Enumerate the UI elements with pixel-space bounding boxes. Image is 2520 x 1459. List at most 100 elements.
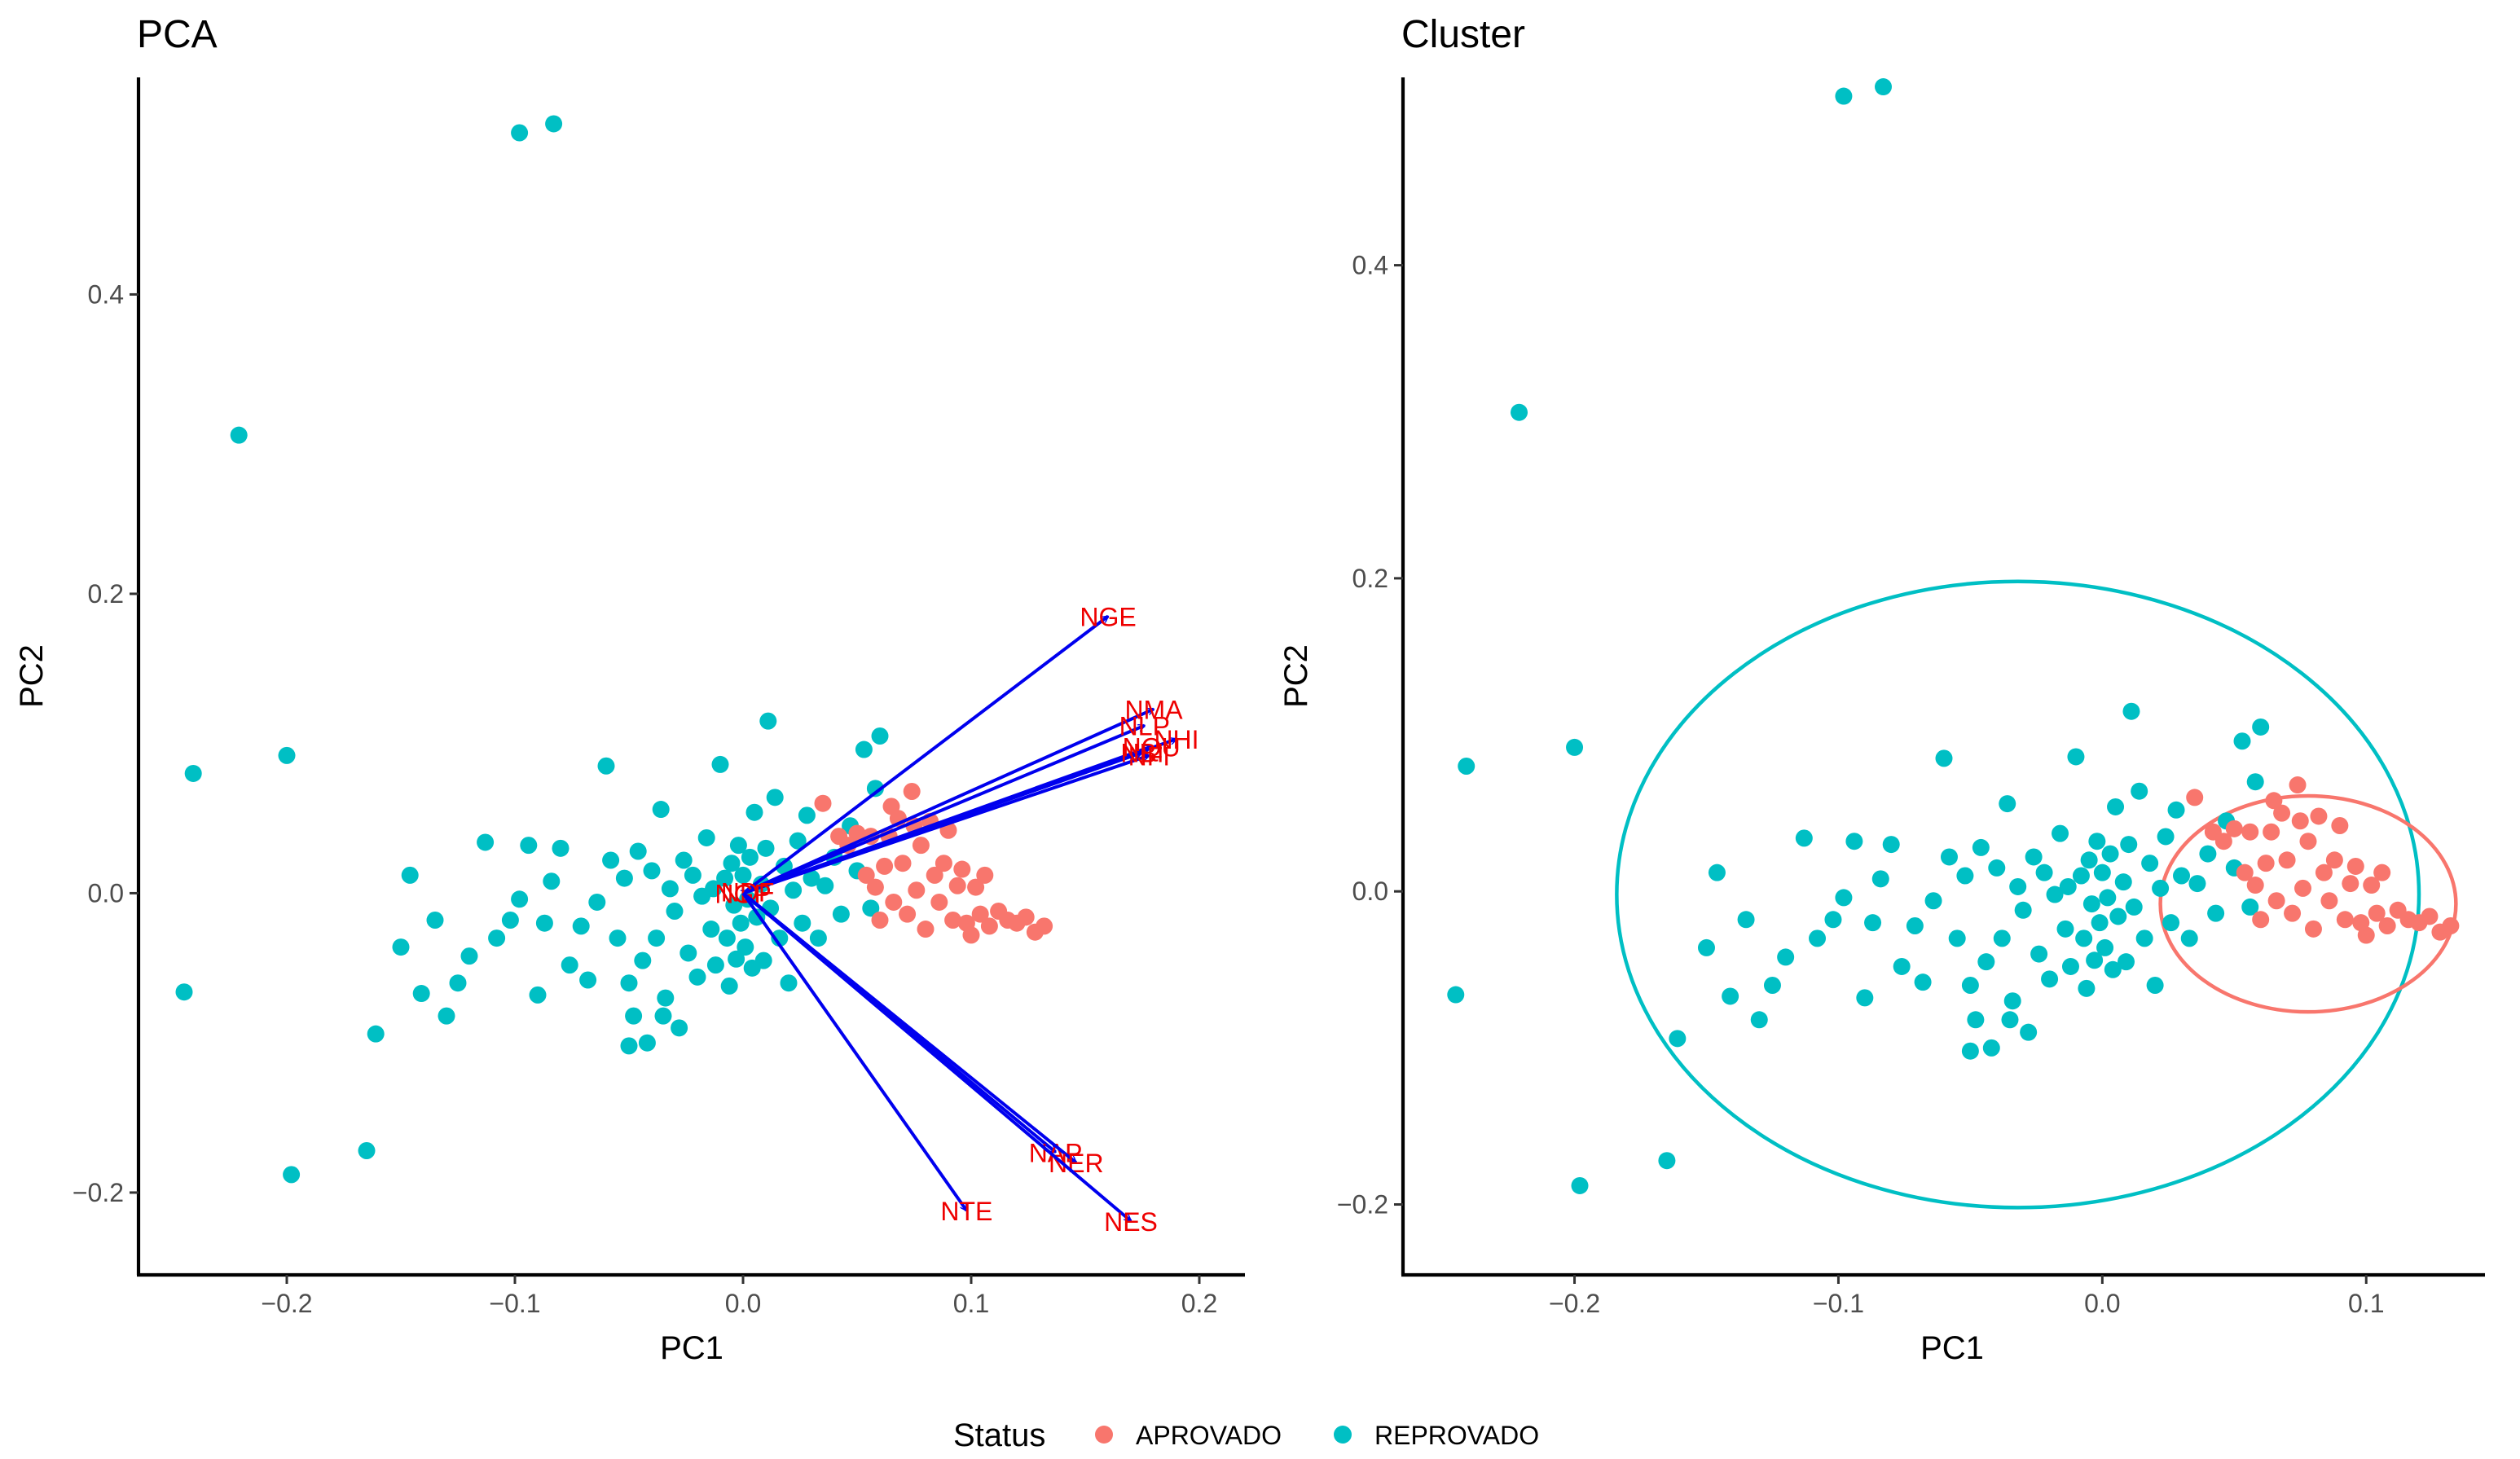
- point-reprovado: [771, 929, 789, 947]
- loading-label-nhi: NHI: [1154, 725, 1198, 754]
- point-reprovado: [543, 872, 561, 890]
- point-reprovado: [1999, 795, 2016, 813]
- point-reprovado: [2117, 953, 2135, 971]
- point-reprovado: [654, 1007, 672, 1025]
- point-reprovado: [759, 712, 777, 730]
- point-reprovado: [1809, 929, 1827, 947]
- point-reprovado: [862, 899, 880, 917]
- point-aprovado: [894, 855, 912, 872]
- point-reprovado: [657, 989, 675, 1007]
- point-aprovado: [2299, 833, 2317, 850]
- point-reprovado: [855, 740, 873, 758]
- point-aprovado: [2331, 817, 2349, 835]
- loading-label-nma: NMA: [1124, 695, 1183, 724]
- point-reprovado: [2167, 801, 2185, 819]
- point-reprovado: [754, 951, 772, 969]
- point-aprovado: [2246, 877, 2264, 894]
- point-reprovado: [561, 956, 578, 974]
- point-reprovado: [816, 877, 834, 894]
- point-aprovado: [944, 912, 962, 929]
- point-reprovado: [588, 893, 606, 911]
- point-reprovado: [734, 866, 752, 884]
- point-reprovado: [718, 929, 736, 947]
- point-reprovado: [2131, 782, 2148, 800]
- point-reprovado: [1669, 1030, 1687, 1048]
- point-reprovado: [720, 977, 738, 995]
- point-reprovado: [716, 869, 734, 887]
- point-reprovado: [1835, 87, 1853, 105]
- point-reprovado: [2120, 836, 2138, 854]
- point-reprovado: [866, 780, 884, 798]
- point-reprovado: [615, 869, 633, 887]
- x-tick-label: −0.2: [1549, 1289, 1600, 1318]
- point-reprovado: [798, 806, 816, 824]
- point-reprovado: [1795, 829, 1813, 847]
- point-reprovado: [230, 426, 248, 444]
- legend-swatch-reprovado: [1334, 1426, 1352, 1444]
- point-reprovado: [2180, 929, 2198, 947]
- point-reprovado: [2093, 864, 2111, 881]
- point-reprovado: [1737, 911, 1755, 929]
- point-reprovado: [529, 986, 547, 1004]
- point-reprovado: [728, 950, 745, 968]
- loading-label-nes: NES: [1104, 1207, 1158, 1237]
- point-reprovado: [2082, 895, 2100, 913]
- point-aprovado: [948, 877, 966, 894]
- point-reprovado: [652, 801, 670, 819]
- point-reprovado: [705, 880, 723, 898]
- point-reprovado: [1845, 833, 1863, 850]
- point-reprovado: [2056, 920, 2074, 938]
- y-tick-label: 0.0: [1352, 877, 1388, 906]
- point-aprovado: [967, 878, 985, 896]
- point-reprovado: [671, 1019, 688, 1037]
- point-reprovado: [579, 971, 597, 989]
- point-aprovado: [2304, 920, 2322, 938]
- point-reprovado: [1940, 848, 1958, 866]
- point-reprovado: [2091, 914, 2109, 932]
- y-tick-label: −0.2: [1337, 1190, 1388, 1219]
- loading-label-nlp: NLP: [1119, 712, 1170, 741]
- point-reprovado: [1697, 938, 1715, 956]
- y-tick-label: −0.2: [73, 1178, 124, 1207]
- point-reprovado: [1961, 1042, 1979, 1060]
- point-reprovado: [2041, 970, 2059, 988]
- x-tick-label: −0.1: [489, 1289, 540, 1318]
- point-reprovado: [2003, 992, 2021, 1010]
- point-aprovado: [2442, 916, 2460, 934]
- point-reprovado: [2014, 901, 2032, 919]
- point-aprovado: [976, 866, 994, 884]
- x-tick-label: 0.1: [2348, 1289, 2384, 1318]
- point-aprovado: [2325, 851, 2343, 869]
- point-reprovado: [871, 727, 889, 745]
- pca-y-ticks: −0.2 0.0 0.2 0.4: [73, 279, 139, 1207]
- point-reprovado: [1511, 403, 1528, 421]
- point-aprovado: [2241, 823, 2259, 841]
- point-aprovado: [2373, 864, 2391, 881]
- point-reprovado: [1824, 911, 1842, 929]
- point-aprovado: [2378, 916, 2396, 934]
- y-tick-label: 0.0: [88, 878, 124, 907]
- point-reprovado: [679, 944, 697, 962]
- point-reprovado: [2078, 979, 2096, 997]
- point-reprovado: [757, 839, 775, 857]
- point-aprovado: [953, 860, 971, 878]
- point-reprovado: [809, 929, 827, 947]
- loading-vector-nes: [741, 891, 1131, 1220]
- point-aprovado: [2291, 812, 2309, 830]
- point-reprovado: [1967, 1011, 1985, 1029]
- point-reprovado: [401, 866, 419, 884]
- pca-x-axis-title: PC1: [660, 1330, 723, 1366]
- point-aprovado: [917, 921, 935, 938]
- point-reprovado: [2025, 848, 2043, 866]
- point-reprovado: [2188, 875, 2206, 893]
- point-reprovado: [741, 848, 759, 866]
- point-reprovado: [737, 938, 754, 956]
- point-reprovado: [2059, 877, 2077, 895]
- point-reprovado: [1566, 738, 1584, 756]
- point-reprovado: [675, 851, 693, 869]
- point-reprovado: [1948, 929, 1966, 947]
- point-aprovado: [2273, 804, 2291, 822]
- y-tick-label: 0.4: [1352, 251, 1388, 280]
- point-reprovado: [625, 1007, 643, 1025]
